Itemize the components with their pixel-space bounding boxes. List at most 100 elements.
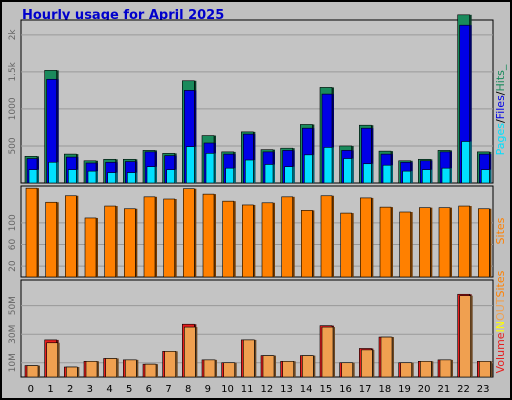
bar-pages-face xyxy=(264,164,274,184)
x-tick-label: 5 xyxy=(126,384,132,395)
bar-kbytes xyxy=(282,361,296,378)
bar-sites-face xyxy=(399,211,411,278)
bar-sites-face xyxy=(320,195,333,278)
bar-sites-face xyxy=(84,217,97,278)
bar-sites-face xyxy=(143,196,156,278)
bar-kbytes-face xyxy=(400,362,412,378)
bar-pages-face xyxy=(461,141,470,184)
panel-1-ytick-label: 1000 xyxy=(8,97,18,120)
bar-sites xyxy=(242,204,256,278)
bar-sites xyxy=(478,208,492,278)
bar-pages xyxy=(28,169,39,184)
bar-kbytes-face xyxy=(125,359,137,378)
bar-pages-face xyxy=(166,169,175,184)
panel-3-ytick-label: 50M xyxy=(8,296,18,315)
bar-kbytes xyxy=(459,295,473,378)
bar-pages-face xyxy=(402,170,411,184)
bar-pages-face xyxy=(323,147,333,184)
bar-kbytes-face xyxy=(105,358,117,378)
panel-2-ytick-label: 20 xyxy=(8,260,18,272)
bar-sites xyxy=(25,187,39,278)
bar-pages-face xyxy=(382,164,392,184)
bar-pages xyxy=(382,164,393,184)
bar-kbytes-face xyxy=(361,349,373,378)
bar-pages-face xyxy=(225,167,234,184)
bar-pages xyxy=(205,153,216,184)
bar-pages xyxy=(245,159,256,184)
bar-sites xyxy=(124,208,138,278)
bar-sites xyxy=(163,198,177,278)
x-tick-label: 15 xyxy=(319,384,332,395)
bar-pages xyxy=(87,170,98,184)
bar-kbytes xyxy=(223,362,237,378)
bar-sites xyxy=(399,211,413,278)
x-tick-label: 4 xyxy=(106,384,112,395)
x-tick-label: 21 xyxy=(437,384,450,395)
bar-pages xyxy=(186,146,197,184)
legend-item: Volume xyxy=(494,332,507,373)
bar-pages xyxy=(107,172,118,184)
panel-1-ytick-label: 1.5k xyxy=(8,61,18,81)
bar-sites xyxy=(104,205,118,278)
bar-sites-face xyxy=(340,212,352,278)
bar-sites xyxy=(261,202,275,278)
bar-kbytes xyxy=(420,361,434,378)
bar-kbytes-face xyxy=(341,362,353,378)
bar-kbytes xyxy=(262,355,276,378)
bar-kbytes-face xyxy=(203,359,216,378)
bar-pages-face xyxy=(284,166,293,184)
legend-item: Sites xyxy=(494,217,507,244)
panel-2-ytick-label: 100 xyxy=(8,214,18,231)
bar-sites xyxy=(340,212,354,278)
bar-pages-face xyxy=(87,170,97,184)
x-tick-label: 16 xyxy=(339,384,352,395)
legend-item: / xyxy=(494,119,507,123)
bar-pages xyxy=(225,167,236,184)
bar-pages xyxy=(146,166,157,184)
bar-pages-face xyxy=(304,154,313,184)
x-tick-label: 8 xyxy=(185,384,191,395)
x-tick-label: 12 xyxy=(260,384,273,395)
bar-kbytes-face xyxy=(420,361,432,378)
bar-pages-face xyxy=(48,161,57,184)
x-tick-label: 11 xyxy=(241,384,254,395)
panel-3-plot xyxy=(20,279,494,378)
bar-sites xyxy=(320,195,334,278)
panel-1-ytick-label: 500 xyxy=(8,137,18,154)
bar-pages xyxy=(284,166,295,184)
bar-pages xyxy=(402,170,413,184)
bar-pages xyxy=(166,169,177,184)
x-tick-label: 2 xyxy=(67,384,73,395)
bar-pages-face xyxy=(422,169,431,184)
bar-kbytes xyxy=(66,366,80,378)
bar-pages xyxy=(441,167,452,184)
bar-sites-face xyxy=(104,205,116,278)
bar-sites-face xyxy=(281,196,293,278)
x-tick-label: 1 xyxy=(47,384,53,395)
bar-kbytes-face xyxy=(184,326,196,378)
bar-sites xyxy=(202,193,216,278)
bar-pages xyxy=(304,154,315,184)
bar-kbytes xyxy=(400,362,414,378)
bar-pages xyxy=(68,169,79,184)
bar-sites xyxy=(281,196,295,278)
x-tick-label: 23 xyxy=(477,384,490,395)
panel-1-plot xyxy=(20,19,494,184)
bar-sites-face xyxy=(419,207,431,278)
bar-kbytes-face xyxy=(164,351,176,378)
panel-2-ytick-label: 60 xyxy=(8,239,18,251)
bar-pages-face xyxy=(343,158,352,184)
bar-sites xyxy=(438,207,452,278)
legend-panel-2: Sites xyxy=(494,217,507,244)
bar-kbytes xyxy=(321,326,335,378)
bar-pages xyxy=(127,172,138,184)
x-tick-label: 9 xyxy=(205,384,211,395)
chart-title: Hourly usage for April 2025 xyxy=(22,8,225,23)
bar-kbytes xyxy=(144,363,158,378)
legend-item: OUT xyxy=(494,297,507,321)
bar-kbytes xyxy=(302,355,316,378)
legend-item: Files xyxy=(494,95,507,119)
bar-kbytes xyxy=(164,351,178,378)
legend-panel-3: VolumeINOUTSites xyxy=(494,270,507,373)
bar-pages xyxy=(343,158,354,184)
